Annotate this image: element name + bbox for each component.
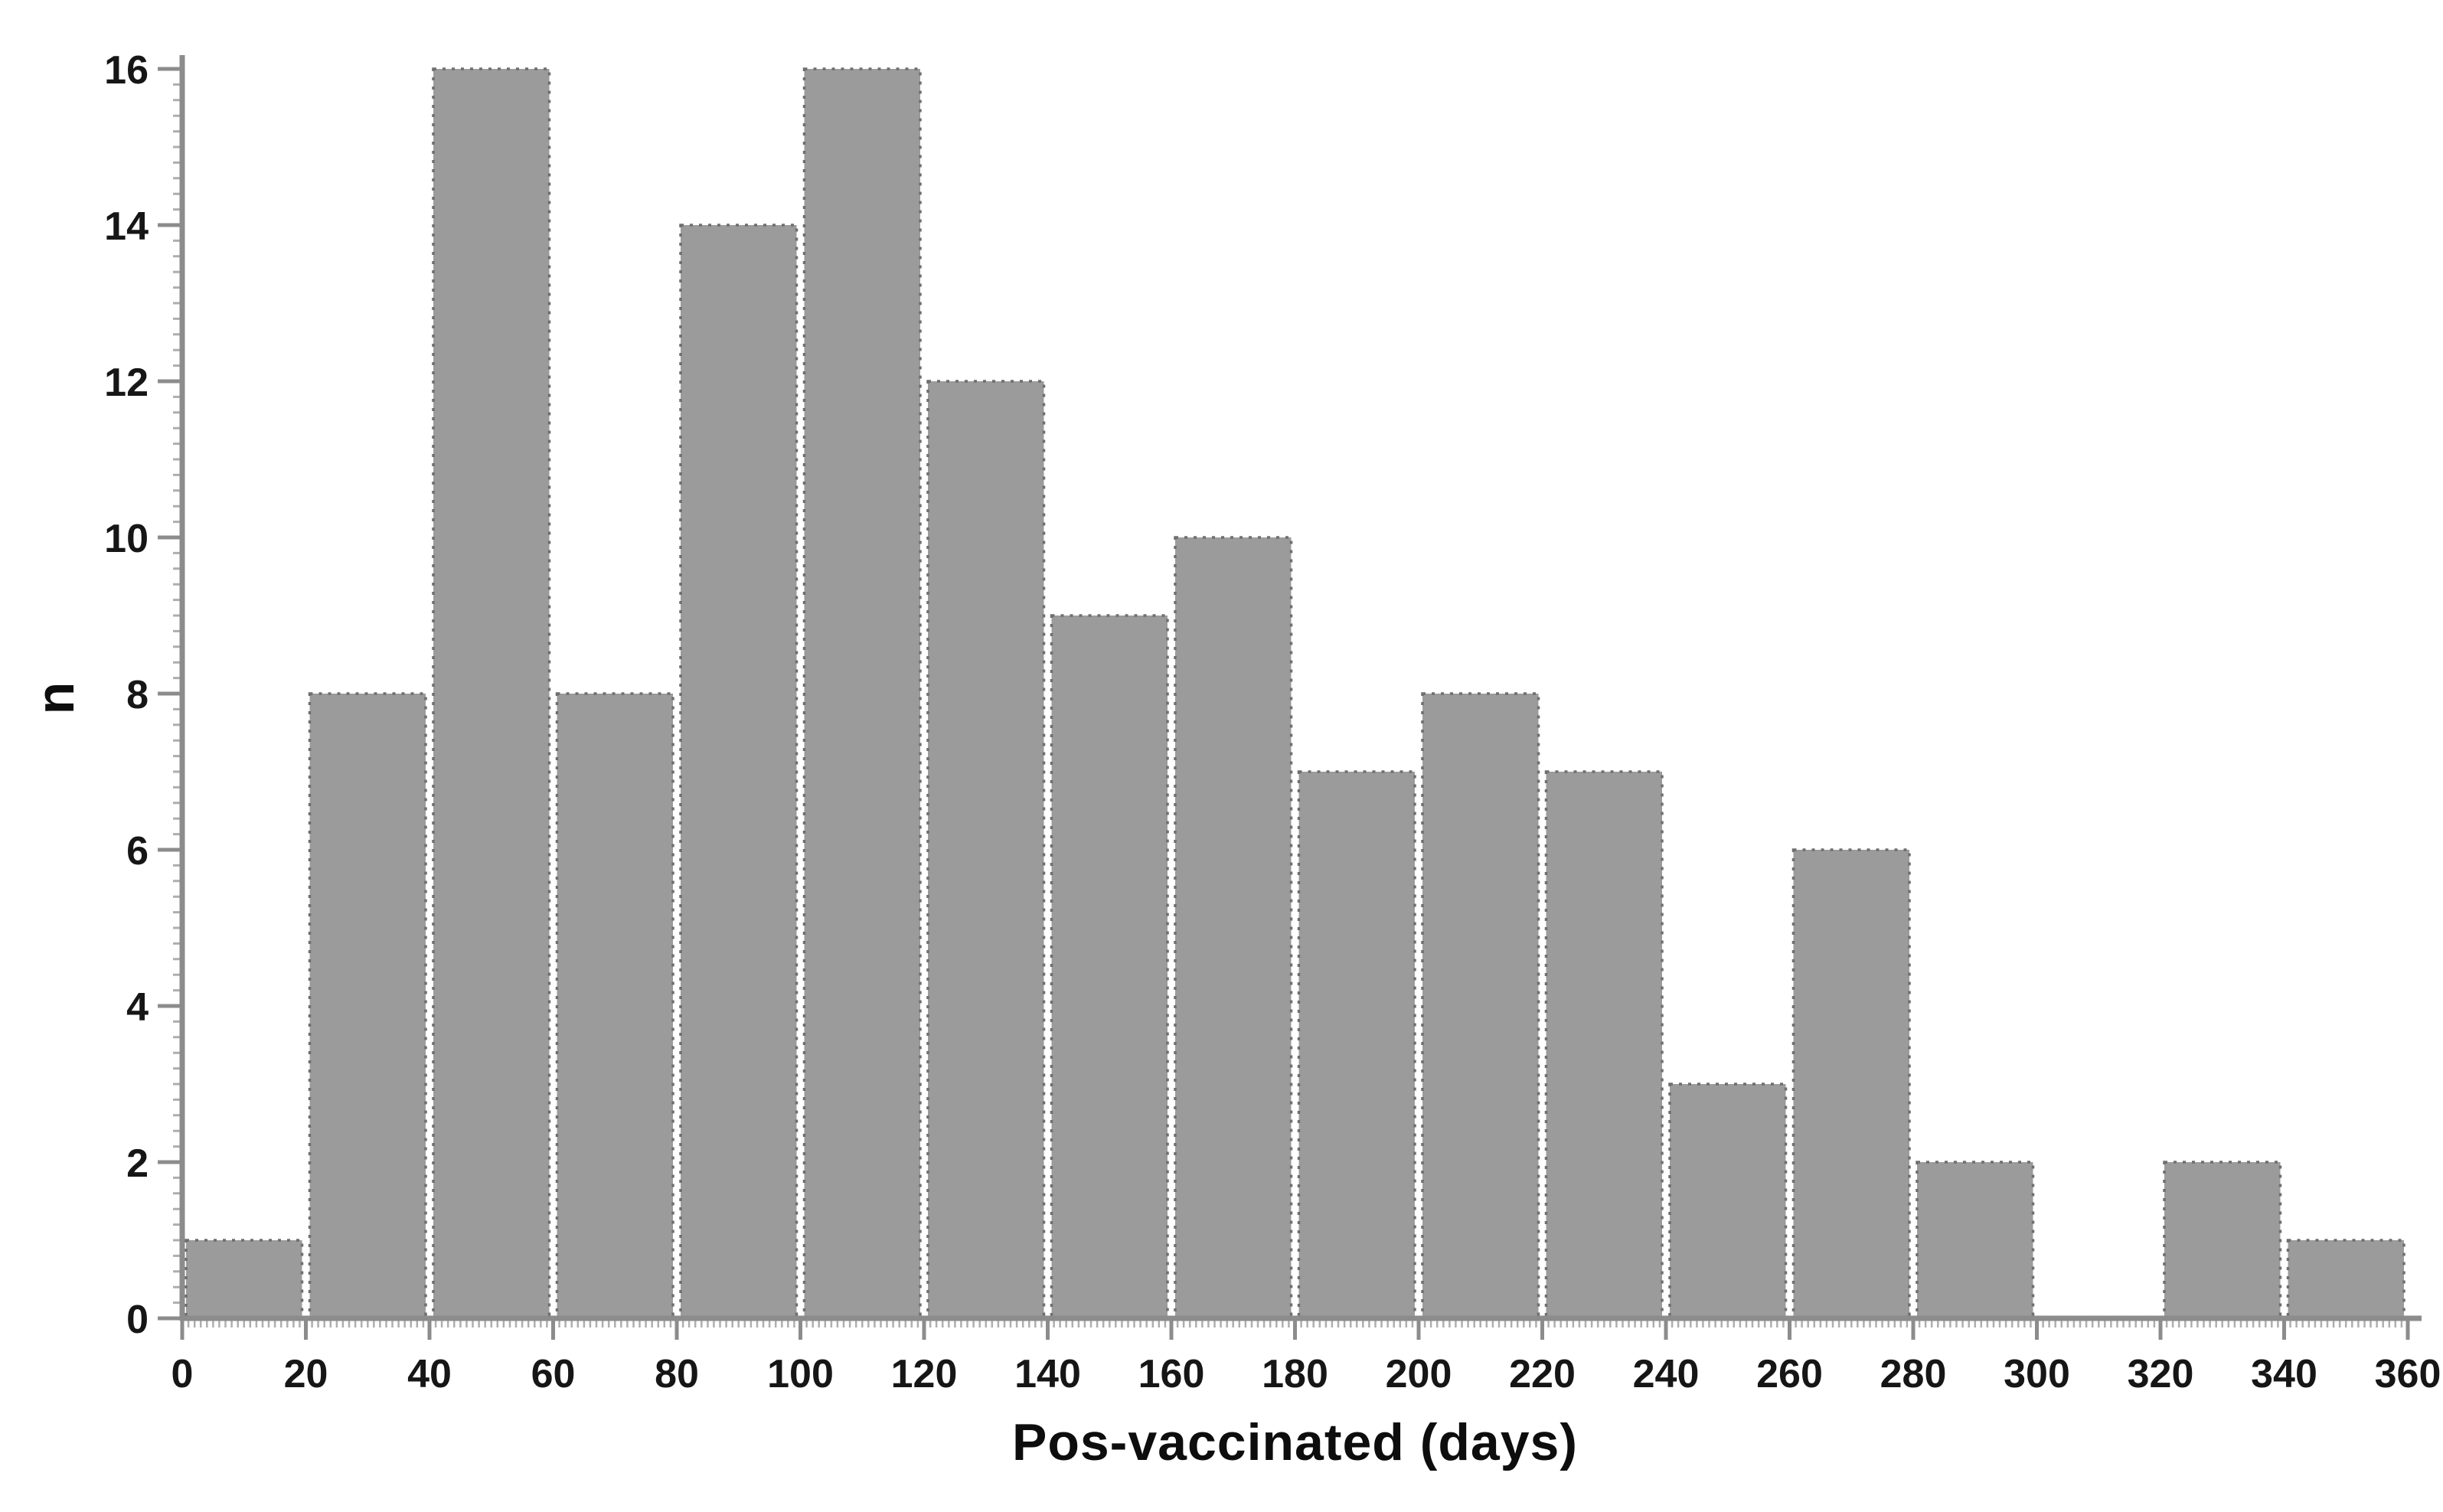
y-tick-label: 6 [126,829,149,874]
y-axis-title: n [25,681,85,715]
histogram-bar [1050,614,1169,1320]
y-tick-label: 12 [104,361,149,405]
y-tick-label: 0 [126,1298,149,1342]
x-tick-label: 40 [407,1352,452,1396]
x-tick-label: 80 [655,1352,699,1396]
x-tick-label: 280 [1880,1352,1947,1396]
x-tick-label: 320 [2128,1352,2194,1396]
histogram-bar [432,67,551,1320]
x-tick-label: 260 [1756,1352,1823,1396]
histogram-bar [1174,536,1293,1320]
histogram-bar [2163,1161,2282,1320]
y-tick-label: 10 [104,517,149,561]
x-tick-label: 160 [1138,1352,1205,1396]
y-tick-label: 2 [126,1141,149,1186]
histogram-bar [1544,770,1664,1320]
y-tick-label: 16 [104,48,149,93]
histogram-bar [1916,1161,2035,1320]
histogram-bar [2286,1239,2405,1320]
x-tick-label: 0 [171,1352,194,1396]
x-tick-label: 220 [1509,1352,1576,1396]
x-tick-label: 140 [1014,1352,1081,1396]
histogram-bar [1791,848,1911,1320]
histogram-bar [1668,1083,1788,1320]
x-tick-label: 300 [2004,1352,2070,1396]
histogram-bar [802,67,922,1320]
x-tick-label: 20 [284,1352,328,1396]
x-tick-label: 240 [1633,1352,1700,1396]
x-major-ticks [180,1318,2410,1340]
histogram-bar [308,692,427,1320]
x-axis-title: Pos-vaccinated (days) [1011,1413,1579,1471]
x-tick-label: 100 [767,1352,834,1396]
histogram-bar [1297,770,1416,1320]
y-tick-label: 8 [126,673,149,717]
histogram-bar [679,224,799,1320]
histogram-bar [555,692,674,1320]
y-tick-label: 14 [104,204,149,249]
x-tick-label: 120 [891,1352,958,1396]
x-tick-label: 60 [531,1352,576,1396]
x-tick-label: 360 [2375,1352,2441,1396]
histogram-bar [1421,692,1540,1320]
histogram-bar [185,1239,304,1320]
x-tick-label: 200 [1386,1352,1452,1396]
x-tick-label: 340 [2251,1352,2317,1396]
y-major-ticks [158,67,182,1321]
x-tick-label: 180 [1262,1352,1328,1396]
y-tick-label: 4 [126,985,149,1030]
histogram-bar [926,380,1046,1320]
